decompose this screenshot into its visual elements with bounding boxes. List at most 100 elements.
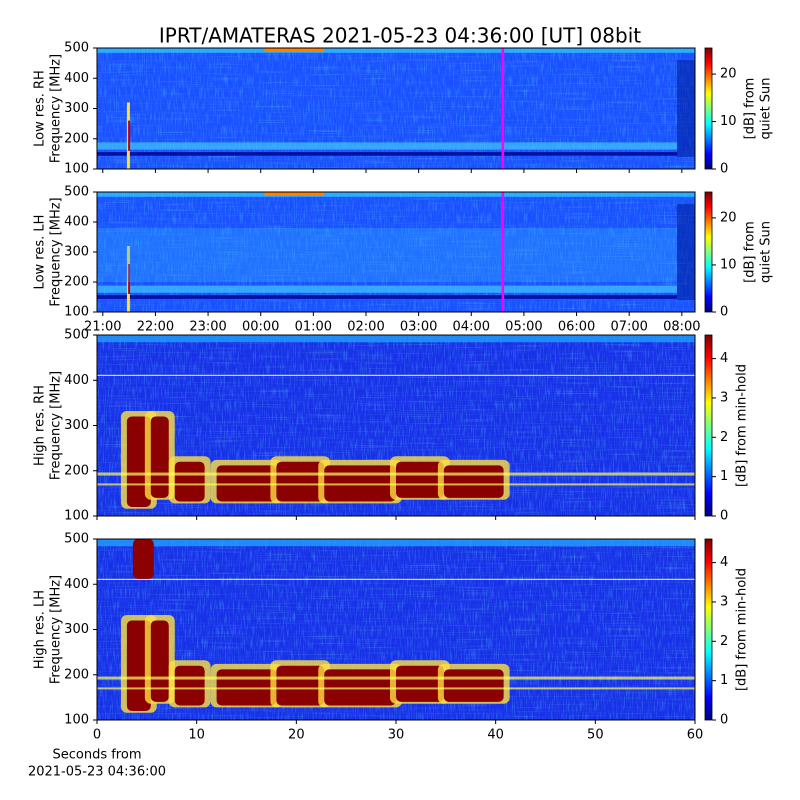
y-tick-label: 500 bbox=[64, 41, 89, 56]
x-tick-label: 03:00 bbox=[400, 320, 437, 335]
x-tick-label: 05:00 bbox=[505, 320, 542, 335]
y-axis-label: Frequency [MHz] bbox=[49, 54, 64, 163]
y-tick-label: 100 bbox=[64, 713, 89, 728]
colorbar-tick-label: 2 bbox=[720, 634, 728, 649]
x-tick-label: 40 bbox=[487, 728, 504, 743]
x-tick-label: 21:00 bbox=[84, 320, 121, 335]
colorbar-tick-label: 4 bbox=[720, 351, 728, 366]
figure-title: IPRT/AMATERAS 2021-05-23 04:36:00 [UT] 0… bbox=[159, 24, 641, 48]
y-tick-label: 300 bbox=[64, 245, 89, 260]
x-tick-label: 0 bbox=[93, 728, 101, 743]
burst bbox=[276, 461, 325, 502]
colorbar-tick-label: 10 bbox=[720, 257, 737, 272]
spectrogram bbox=[97, 48, 695, 169]
colorbar-label: quiet Sun bbox=[759, 77, 774, 139]
x-tick-label: 06:00 bbox=[558, 320, 595, 335]
colorbar-tick-label: 1 bbox=[720, 673, 728, 688]
band bbox=[97, 483, 695, 486]
y-axis-label: Frequency [MHz] bbox=[49, 371, 64, 480]
top-band bbox=[97, 192, 695, 197]
y-tick-label: 100 bbox=[64, 509, 89, 524]
colorbar-label: [dB] from bbox=[743, 221, 758, 283]
colorbar-label: [dB] from bbox=[743, 78, 758, 140]
y-axis-label: High res. LH bbox=[33, 590, 48, 669]
colorbar bbox=[704, 47, 713, 170]
burst bbox=[150, 416, 169, 498]
burst bbox=[443, 465, 504, 498]
band bbox=[97, 687, 695, 690]
colorbar-label: quiet Sun bbox=[759, 221, 774, 283]
colorbar-tick-label: 3 bbox=[720, 594, 728, 609]
spectrogram bbox=[97, 335, 695, 516]
y-tick-label: 300 bbox=[64, 418, 89, 433]
y-axis-label: High res. RH bbox=[33, 385, 48, 466]
x-tick-label: 20 bbox=[288, 728, 305, 743]
x-tick-label: 01:00 bbox=[295, 320, 332, 335]
x-tick-label: 04:00 bbox=[453, 320, 490, 335]
burst bbox=[396, 461, 444, 498]
top-band bbox=[97, 539, 695, 547]
edge bbox=[677, 60, 695, 157]
band bbox=[97, 228, 678, 282]
y-tick-label: 200 bbox=[64, 131, 89, 146]
burst bbox=[128, 120, 131, 151]
x-tick-label: 23:00 bbox=[189, 320, 226, 335]
band bbox=[97, 374, 695, 376]
x-axis-label: 2021-05-23 04:36:00 bbox=[28, 765, 166, 780]
y-tick-label: 300 bbox=[64, 622, 89, 637]
band bbox=[97, 142, 678, 150]
top-band bbox=[97, 335, 695, 343]
x-tick-label: 00:00 bbox=[242, 320, 279, 335]
y-tick-label: 300 bbox=[64, 101, 89, 116]
x-tick-label: 30 bbox=[388, 728, 405, 743]
band bbox=[97, 676, 695, 680]
y-tick-label: 400 bbox=[64, 373, 89, 388]
y-tick-label: 400 bbox=[64, 577, 89, 592]
burst bbox=[174, 665, 205, 706]
y-tick-label: 200 bbox=[64, 463, 89, 478]
burst bbox=[132, 539, 154, 579]
band bbox=[97, 472, 695, 476]
burst bbox=[150, 620, 169, 702]
burst bbox=[443, 669, 504, 702]
band bbox=[97, 295, 678, 299]
colorbar-tick-label: 0 bbox=[720, 509, 728, 524]
y-tick-label: 200 bbox=[64, 275, 89, 290]
y-tick-label: 100 bbox=[64, 162, 89, 177]
colorbar-tick-label: 4 bbox=[720, 555, 728, 570]
colorbar-tick-label: 20 bbox=[720, 67, 737, 82]
x-axis-label: Seconds from bbox=[52, 748, 141, 763]
y-axis-label: Frequency [MHz] bbox=[49, 575, 64, 684]
x-tick-label: 60 bbox=[687, 728, 704, 743]
top-band bbox=[97, 48, 695, 53]
colorbar-label: [dB] from min-hold bbox=[735, 364, 750, 487]
x-tick-label: 07:00 bbox=[610, 320, 647, 335]
burst bbox=[128, 264, 131, 294]
burst bbox=[276, 665, 325, 706]
y-axis-label: Frequency [MHz] bbox=[49, 197, 64, 306]
y-tick-label: 500 bbox=[64, 328, 89, 343]
x-tick-label: 50 bbox=[587, 728, 604, 743]
y-tick-label: 500 bbox=[64, 532, 89, 547]
x-tick-label: 02:00 bbox=[347, 320, 384, 335]
colorbar-tick-label: 2 bbox=[720, 430, 728, 445]
band bbox=[97, 285, 678, 293]
colorbar bbox=[704, 191, 713, 313]
colorbar-tick-label: 0 bbox=[720, 162, 728, 177]
colorbar-tick-label: 20 bbox=[720, 210, 737, 225]
spectrogram bbox=[97, 192, 695, 312]
y-tick-label: 400 bbox=[64, 215, 89, 230]
y-tick-label: 500 bbox=[64, 185, 89, 200]
colorbar-tick-label: 1 bbox=[720, 469, 728, 484]
colorbar-tick-label: 3 bbox=[720, 390, 728, 405]
colorbar-label: [dB] from min-hold bbox=[735, 568, 750, 691]
band bbox=[264, 48, 325, 52]
band bbox=[97, 152, 678, 156]
colorbar-tick-label: 0 bbox=[720, 305, 728, 320]
colorbar-tick-label: 0 bbox=[720, 713, 728, 728]
spectrogram-noise bbox=[97, 48, 695, 169]
y-tick-label: 100 bbox=[64, 305, 89, 320]
x-tick-label: 10 bbox=[188, 728, 205, 743]
y-tick-label: 400 bbox=[64, 71, 89, 86]
